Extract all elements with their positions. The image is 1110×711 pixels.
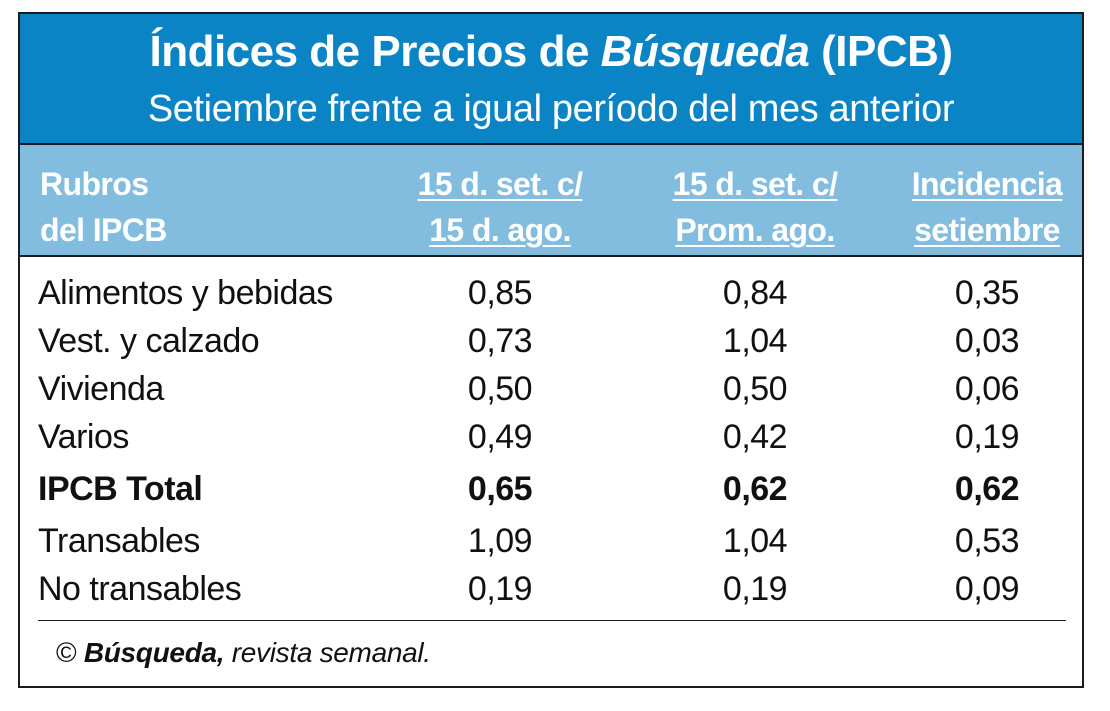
cell-value: 0,73 xyxy=(467,322,533,360)
column-header-line1: 15 d. set. c/ xyxy=(417,166,583,202)
table-row: Vest. y calzado 0,73 1,04 0,03 xyxy=(20,317,1082,365)
column-header-15d-ago: 15 d. set. c/ 15 d. ago. xyxy=(410,161,590,253)
cell-value: 1,09 xyxy=(467,522,533,560)
cell-value: 0,06 xyxy=(954,370,1020,408)
title-italic: Búsqueda xyxy=(600,27,810,76)
row-label: Vivienda xyxy=(38,370,164,408)
table-row: Alimentos y bebidas 0,85 0,84 0,35 xyxy=(20,269,1082,317)
title-band: Índices de Precios de Búsqueda (IPCB) Se… xyxy=(20,14,1082,145)
table-row: No transables 0,19 0,19 0,09 xyxy=(20,565,1082,613)
cell-value: 0,49 xyxy=(467,418,533,456)
cell-value: 0,85 xyxy=(467,274,533,312)
column-header-line1: Incidencia xyxy=(911,166,1063,202)
row-label: Transables xyxy=(38,522,200,560)
table-row: Transables 1,09 1,04 0,53 xyxy=(20,517,1082,565)
cell-value: 1,04 xyxy=(722,322,788,360)
column-header-line2: setiembre xyxy=(914,212,1060,248)
source-footer: © Búsqueda, revista semanal. xyxy=(56,631,431,675)
table-row-total: IPCB Total 0,65 0,62 0,62 xyxy=(20,465,1082,513)
cell-value: 0,62 xyxy=(722,470,788,508)
title-main: Índices de Precios de xyxy=(149,27,601,76)
cell-value: 0,19 xyxy=(954,418,1020,456)
footer-divider xyxy=(38,620,1066,621)
table-frame: Índices de Precios de Búsqueda (IPCB) Se… xyxy=(18,12,1084,688)
cell-value: 0,65 xyxy=(467,470,533,508)
row-label: No transables xyxy=(38,570,242,608)
column-header-line1: 15 d. set. c/ xyxy=(672,166,838,202)
table-row: Varios 0,49 0,42 0,19 xyxy=(20,413,1082,461)
column-header-line2: 15 d. ago. xyxy=(429,212,571,248)
column-header-incidencia: Incidencia setiembre xyxy=(902,161,1072,253)
chart-subtitle: Setiembre frente a igual período del mes… xyxy=(147,88,955,130)
column-header-band: Rubros del IPCB 15 d. set. c/ 15 d. ago.… xyxy=(20,145,1082,257)
cell-value: 0,35 xyxy=(954,274,1020,312)
cell-value: 1,04 xyxy=(722,522,788,560)
cell-value: 0,42 xyxy=(722,418,788,456)
column-header-line2: Prom. ago. xyxy=(675,212,835,248)
footer-brand: Búsqueda, xyxy=(83,637,225,668)
cell-value: 0,03 xyxy=(954,322,1020,360)
copyright-symbol: © xyxy=(56,637,84,668)
cell-value: 0,50 xyxy=(722,370,788,408)
column-header-line1: Rubros xyxy=(40,166,149,202)
cell-value: 0,62 xyxy=(954,470,1020,508)
cell-value: 0,09 xyxy=(954,570,1020,608)
cell-value: 0,19 xyxy=(467,570,533,608)
table-row: Vivienda 0,50 0,50 0,06 xyxy=(20,365,1082,413)
cell-value: 0,53 xyxy=(954,522,1020,560)
row-label: IPCB Total xyxy=(38,470,203,508)
cell-value: 0,19 xyxy=(722,570,788,608)
row-label: Varios xyxy=(38,418,129,456)
cell-value: 0,50 xyxy=(467,370,533,408)
row-label: Vest. y calzado xyxy=(38,322,260,360)
column-header-line2: del IPCB xyxy=(40,212,167,248)
cell-value: 0,84 xyxy=(722,274,788,312)
title-end: (IPCB) xyxy=(809,27,953,76)
row-label: Alimentos y bebidas xyxy=(38,274,333,312)
chart-title: Índices de Precios de Búsqueda (IPCB) xyxy=(20,26,1082,78)
column-header-rubros: Rubros del IPCB xyxy=(40,161,167,253)
column-header-prom-ago: 15 d. set. c/ Prom. ago. xyxy=(660,161,850,253)
footer-rest: revista semanal. xyxy=(224,637,431,668)
